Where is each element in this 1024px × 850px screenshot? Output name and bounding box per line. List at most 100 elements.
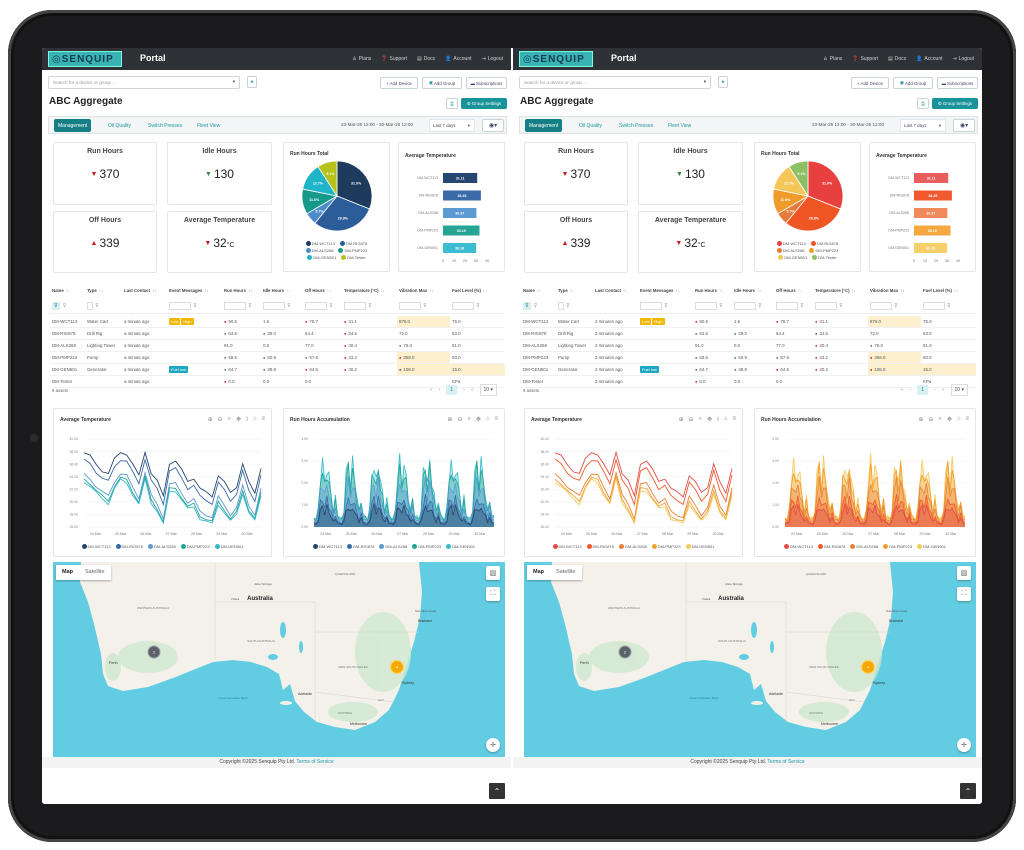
tab-fleet-view[interactable]: Fleet View — [197, 122, 221, 129]
event-badge[interactable]: Fuel low — [640, 366, 659, 373]
bar-dm-wct113[interactable] — [443, 173, 478, 183]
filter-icon[interactable]: ⊽ — [839, 303, 843, 309]
home-icon[interactable]: ⌂ — [485, 416, 490, 422]
favourite-star-button[interactable]: ★ — [247, 76, 257, 88]
event-badge[interactable]: Low — [640, 318, 652, 325]
terms-of-service-link[interactable]: Terms of Service — [296, 759, 334, 765]
filter-input[interactable] — [452, 302, 474, 310]
zoom-in-icon[interactable]: ⊕ — [918, 417, 924, 423]
sort-icon[interactable]: ↑↓ — [247, 287, 253, 293]
table-row[interactable]: DM-RIG878 Drill Rig a minute ago ● 64.6 ● 39.0… — [50, 328, 505, 340]
view-options-button[interactable]: ◉ ▾ — [482, 119, 504, 132]
filter-input[interactable] — [923, 302, 945, 310]
filter-input[interactable] — [558, 302, 564, 310]
filter-active-icon[interactable]: ⊽ — [523, 302, 531, 310]
subscriptions-button[interactable]: ▬ Subscriptions — [937, 77, 978, 89]
table-row[interactable]: DM-PMP223 Pump 2 minutes ago ● 59.5 ● 50.9 ● 57.… — [521, 352, 976, 364]
sort-icon[interactable]: ↑↓ — [953, 287, 959, 293]
filter-icon[interactable]: ⊽ — [95, 303, 99, 309]
series-line-dm-rig878[interactable] — [313, 493, 495, 525]
menu-icon[interactable]: ≡ — [965, 416, 969, 422]
nav-link-support[interactable]: ❓ Support — [852, 56, 878, 62]
legend-item[interactable]: DM-ALS268 — [305, 248, 333, 253]
filter-icon[interactable]: ⊽ — [193, 303, 197, 309]
table-row[interactable]: DM-Tester a minute ago ● 0.0 0.0 0.0 KPa — [50, 376, 505, 388]
magnify-icon[interactable]: ⌕ — [938, 416, 942, 422]
legend-item[interactable]: DM-PMP223 — [651, 544, 681, 549]
map-view-button[interactable]: Map — [62, 569, 73, 575]
column-header[interactable]: Off Hours ↑↓ — [774, 282, 813, 298]
map-locate-icon[interactable]: ✛ — [486, 738, 500, 752]
fullscreen-icon[interactable]: ⛶ — [957, 587, 971, 601]
bar-dm-pmp223[interactable] — [443, 225, 480, 236]
series-line-dm-pmp223[interactable] — [83, 475, 262, 524]
filter-icon[interactable]: ⊽ — [894, 303, 898, 309]
sort-icon[interactable]: ↑↓ — [569, 287, 575, 293]
device-cluster-orange[interactable]: 4 — [860, 659, 876, 675]
add-group-button[interactable]: ▣ Add Group — [422, 77, 462, 89]
legend-item[interactable]: DM-WCT113 — [776, 241, 806, 246]
legend-item[interactable]: DM-Tester — [341, 255, 366, 260]
filter-input[interactable] — [169, 302, 191, 310]
tab-fleet-view[interactable]: Fleet View — [668, 122, 692, 129]
scroll-to-top-button[interactable]: ⌃ — [960, 783, 976, 799]
series-line-dm-wct113[interactable] — [784, 503, 966, 526]
menu-icon[interactable]: ≡ — [261, 416, 265, 422]
series-line-dm-wct113[interactable] — [83, 450, 262, 498]
event-badge[interactable]: Fuel low — [169, 366, 188, 373]
sort-icon[interactable]: ↑↓ — [536, 287, 542, 293]
legend-item[interactable]: DM-GEN501 — [307, 255, 336, 260]
legend-item[interactable]: DM-ALS268 — [618, 544, 647, 549]
filter-input[interactable] — [305, 302, 327, 310]
tab-oil-quality[interactable]: Oil Quality — [579, 122, 603, 129]
event-badge[interactable]: Low — [169, 318, 181, 325]
select-icon[interactable]: Ⅰ — [246, 417, 248, 423]
series-line-dm-wct113[interactable] — [554, 450, 733, 498]
bar-dm-rig878[interactable] — [914, 190, 952, 201]
add-device-button[interactable]: + Add Device — [851, 77, 889, 89]
search-dropdown-caret-icon[interactable]: ▾ — [232, 79, 235, 84]
sort-icon[interactable]: ↑↓ — [851, 287, 856, 293]
table-row[interactable]: DM-GEN501 Generator 2 minutes ago Fuel low ●… — [521, 364, 976, 376]
nav-link-account[interactable]: 👤 Account — [445, 56, 471, 62]
filter-input[interactable] — [344, 302, 366, 310]
bar-dm-als268[interactable] — [914, 208, 948, 218]
table-row[interactable]: DM-GEN501 Generator a minute ago Fuel low ● 6… — [50, 364, 505, 376]
home-icon[interactable]: ⌂ — [723, 416, 728, 422]
zoom-out-icon[interactable]: ⊖ — [457, 417, 463, 423]
column-header[interactable]: Off Hours ↑↓ — [303, 282, 342, 298]
filter-input[interactable] — [776, 302, 798, 310]
fullscreen-icon[interactable]: ⛶ — [486, 587, 500, 601]
column-header[interactable]: Run Hours ↑↓ — [693, 282, 732, 298]
legend-item[interactable]: DM-RIG878 — [339, 241, 367, 246]
sort-icon[interactable]: ↑↓ — [482, 287, 488, 293]
bar-dm-pmp223[interactable] — [914, 225, 951, 236]
magnify-icon[interactable]: ⌕ — [227, 416, 232, 422]
sort-icon[interactable]: ↑↓ — [98, 287, 104, 293]
legend-item[interactable]: DM-WCT113 — [305, 241, 335, 246]
filter-input[interactable] — [815, 302, 837, 310]
home-icon[interactable]: ⌂ — [252, 416, 257, 422]
filter-icon[interactable]: ⊽ — [719, 303, 723, 309]
page-number[interactable]: 1 — [917, 385, 929, 395]
zoom-in-icon[interactable]: ⊕ — [447, 417, 453, 423]
column-header[interactable]: Idle Hours ↑↓ — [261, 282, 303, 298]
legend-item[interactable]: DM-RIG878 — [347, 544, 374, 549]
series-line-dm-rig878[interactable] — [784, 493, 966, 525]
sort-icon[interactable]: ↑↓ — [718, 287, 724, 293]
event-badge[interactable]: High — [181, 318, 194, 325]
series-line-dm-als268[interactable] — [83, 470, 262, 521]
legend-item[interactable]: DM-PMP223 — [809, 248, 838, 253]
series-line-dm-rig878[interactable] — [83, 457, 262, 507]
prev-page-icon[interactable]: ‹ — [909, 387, 912, 393]
legend-item[interactable]: DM-RIG878 — [818, 544, 845, 549]
bar-dm-als268[interactable] — [443, 208, 477, 218]
legend-item[interactable]: DM-WCT113 — [81, 544, 111, 549]
legend-item[interactable]: DM-RIG878 — [586, 544, 614, 549]
column-header[interactable]: Name ↑↓ — [50, 282, 85, 298]
map-canvas[interactable]: Australia WESTERN AUSTRALIA SOUTH AUSTRALI… — [53, 562, 505, 757]
table-row[interactable]: DM-Tester 2 minutes ago ● 0.0 0.0 0.0 KPa — [521, 376, 976, 388]
menu-icon[interactable]: ≡ — [494, 416, 498, 422]
legend-item[interactable]: DM-ALS268 — [379, 544, 407, 549]
filter-input[interactable] — [734, 302, 756, 310]
